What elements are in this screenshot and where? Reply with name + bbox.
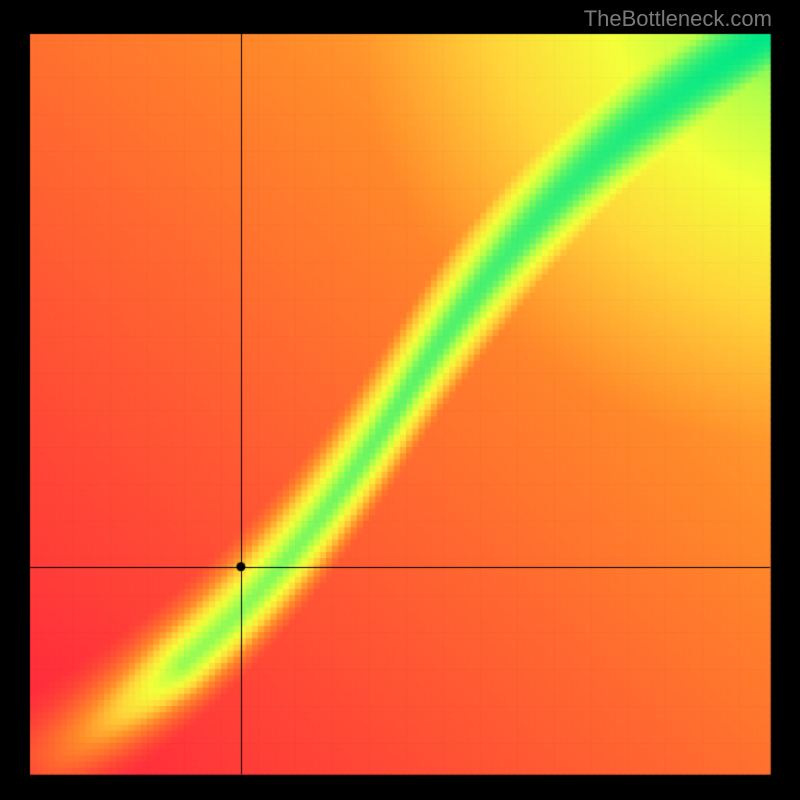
chart-container: TheBottleneck.com: [0, 0, 800, 800]
bottleneck-heatmap: [0, 0, 800, 800]
watermark-text: TheBottleneck.com: [584, 6, 772, 32]
